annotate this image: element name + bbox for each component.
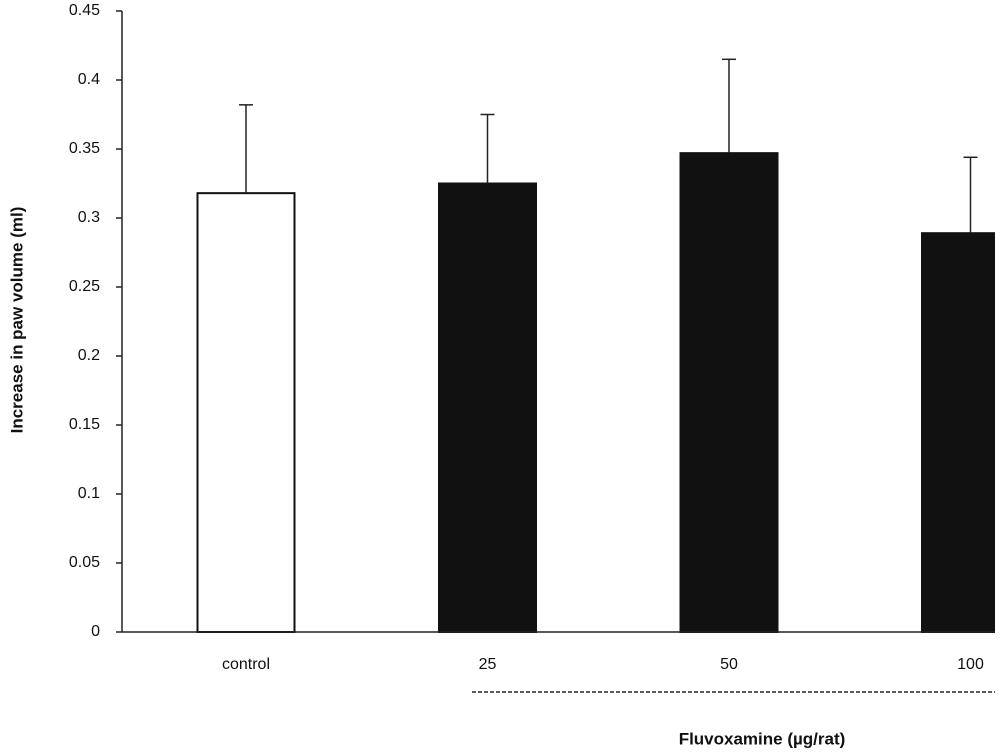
bar xyxy=(921,232,995,633)
y-tick-label: 0.2 xyxy=(78,347,100,364)
bar xyxy=(438,182,537,633)
y-tick-label: 0.1 xyxy=(78,485,100,502)
plot-area xyxy=(196,58,995,633)
y-tick-label: 0.35 xyxy=(69,140,100,157)
x-tick-label: 100 xyxy=(957,656,984,673)
y-tick-label: 0.4 xyxy=(78,71,100,88)
error-bar xyxy=(480,113,495,184)
y-tick-label: 0.25 xyxy=(69,278,100,295)
y-tick-label: 0.05 xyxy=(69,554,100,571)
x-tick-label: 25 xyxy=(479,656,497,673)
error-bar xyxy=(963,156,978,234)
y-tick-label: 0 xyxy=(91,623,100,640)
x-tick-label: 50 xyxy=(720,656,738,673)
y-axis-title: Increase in paw volume (ml) xyxy=(7,207,26,434)
error-bar xyxy=(722,58,736,154)
y-tick-label: 0.15 xyxy=(69,416,100,433)
x-axis-title: Fluvoxamine (µg/rat) xyxy=(679,729,846,748)
bar xyxy=(679,152,779,633)
y-tick-label: 0.3 xyxy=(78,209,100,226)
x-tick-label: control xyxy=(222,656,270,673)
bar xyxy=(196,192,296,633)
y-tick-label: 0.45 xyxy=(69,2,100,19)
error-bar xyxy=(239,104,253,194)
